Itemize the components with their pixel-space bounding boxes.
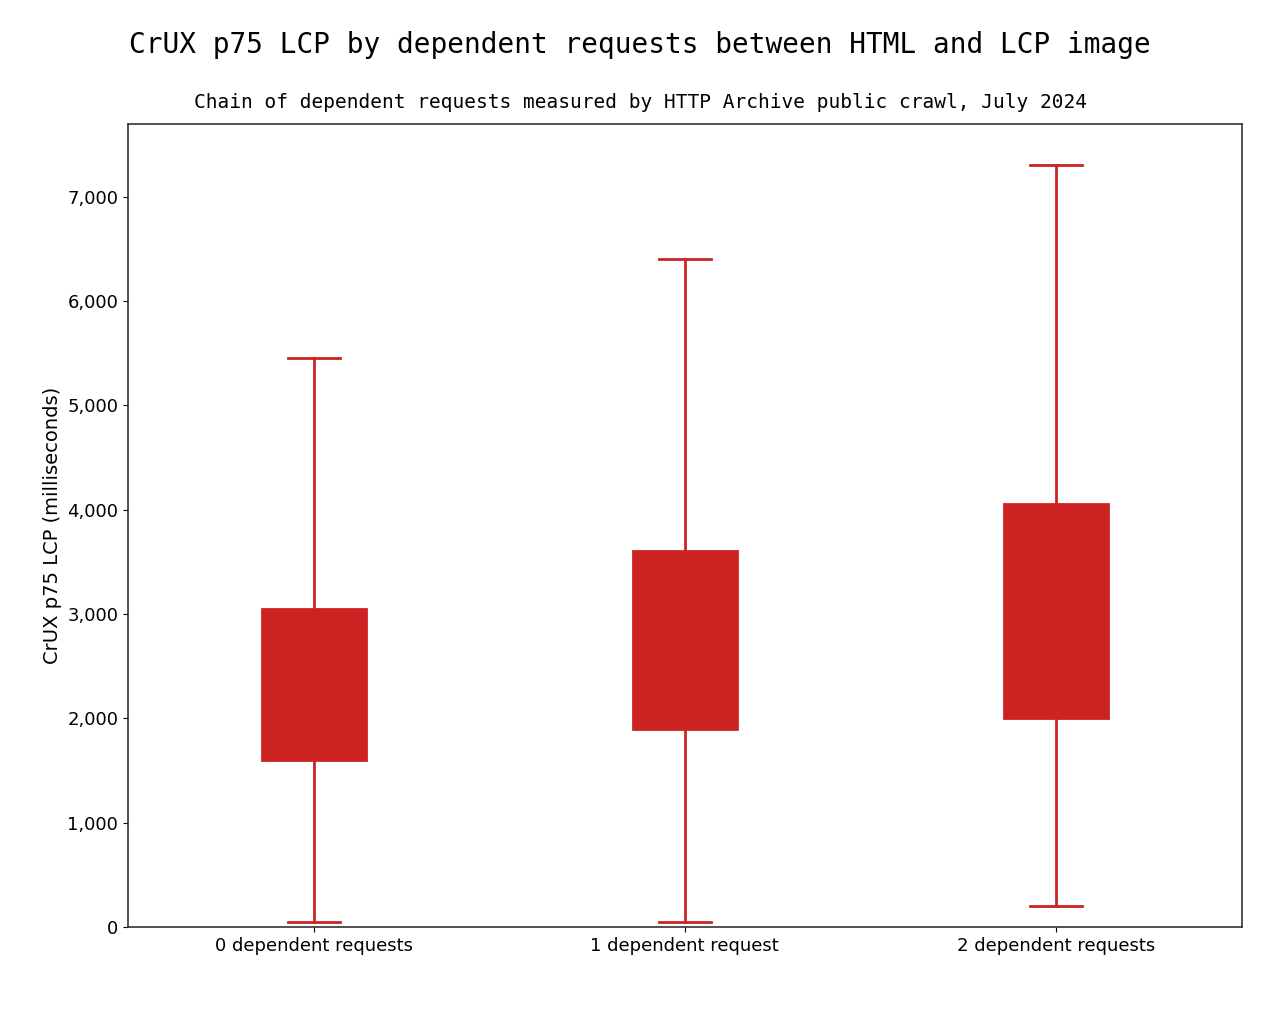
PathPatch shape	[1004, 505, 1108, 718]
PathPatch shape	[632, 551, 737, 729]
PathPatch shape	[261, 609, 366, 760]
Y-axis label: CrUX p75 LCP (milliseconds): CrUX p75 LCP (milliseconds)	[42, 386, 61, 664]
Text: CrUX p75 LCP by dependent requests between HTML and LCP image: CrUX p75 LCP by dependent requests betwe…	[129, 31, 1151, 59]
Text: Chain of dependent requests measured by HTTP Archive public crawl, July 2024: Chain of dependent requests measured by …	[193, 93, 1087, 111]
